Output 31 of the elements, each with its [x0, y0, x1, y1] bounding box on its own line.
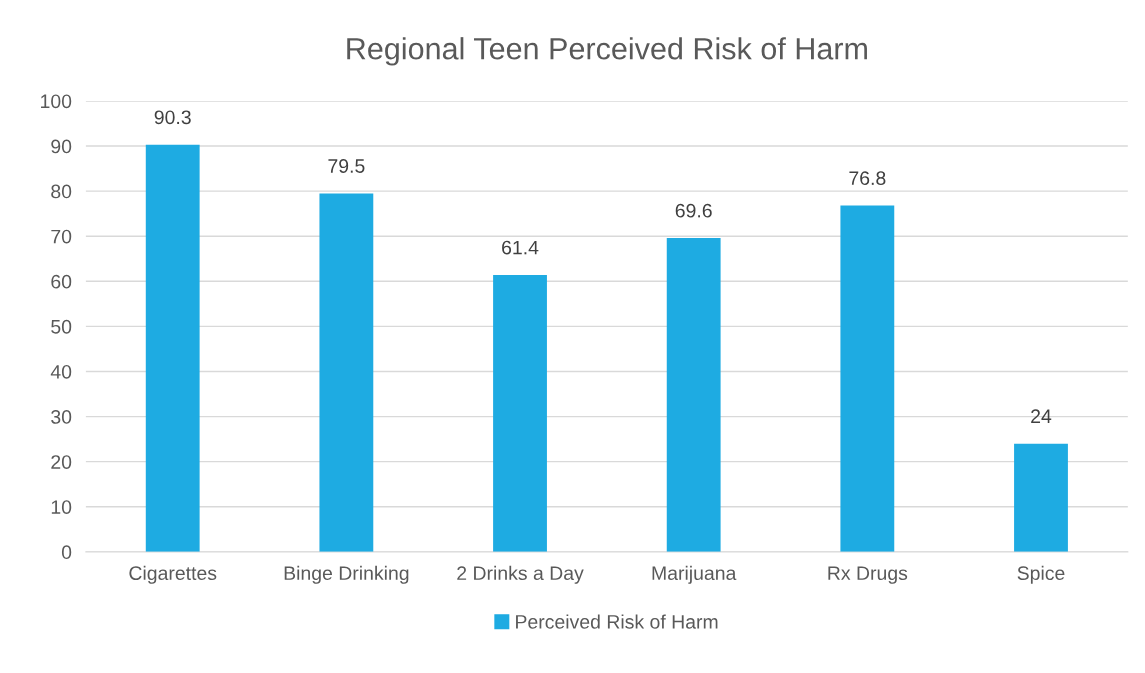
y-tick-label: 80 — [51, 184, 72, 199]
data-label: 76.8 — [849, 171, 886, 186]
bar — [666, 238, 721, 552]
bar — [319, 193, 374, 552]
y-tick-label: 60 — [51, 274, 72, 289]
y-tick-label: 0 — [61, 545, 72, 560]
y-tick-label: 30 — [51, 410, 72, 424]
y-tick-label: 100 — [41, 94, 72, 109]
x-tick-label: Binge Drinking — [284, 565, 409, 584]
x-tick-label: Marijuana — [652, 565, 737, 584]
data-label: 79.5 — [328, 159, 365, 173]
bar — [493, 275, 547, 552]
y-tick-label: 10 — [51, 500, 72, 515]
y-tick-label: 40 — [50, 364, 72, 379]
x-tick-label: Spice — [1017, 565, 1065, 584]
x-tick-label: 2 Drinks a Day — [457, 565, 584, 584]
bar — [145, 144, 200, 552]
y-tick-label: 90 — [51, 139, 72, 154]
x-tick-label: Rx Drugs — [828, 566, 908, 584]
bar — [840, 205, 895, 552]
y-tick-label: 50 — [51, 319, 72, 334]
y-tick-label: 20 — [51, 455, 72, 469]
y-tick-label: 70 — [51, 229, 72, 244]
x-tick-label: Cigarettes — [129, 565, 217, 584]
data-label: 69.6 — [675, 203, 712, 218]
legend-label: Perceived Risk of Harm — [516, 614, 718, 629]
data-label: 61.4 — [502, 240, 539, 255]
data-label: 90.3 — [154, 110, 191, 125]
bar — [1014, 443, 1068, 552]
chart-title: Regional Teen Perceived Risk of Harm — [347, 37, 867, 66]
data-label: 24 — [1031, 409, 1052, 423]
